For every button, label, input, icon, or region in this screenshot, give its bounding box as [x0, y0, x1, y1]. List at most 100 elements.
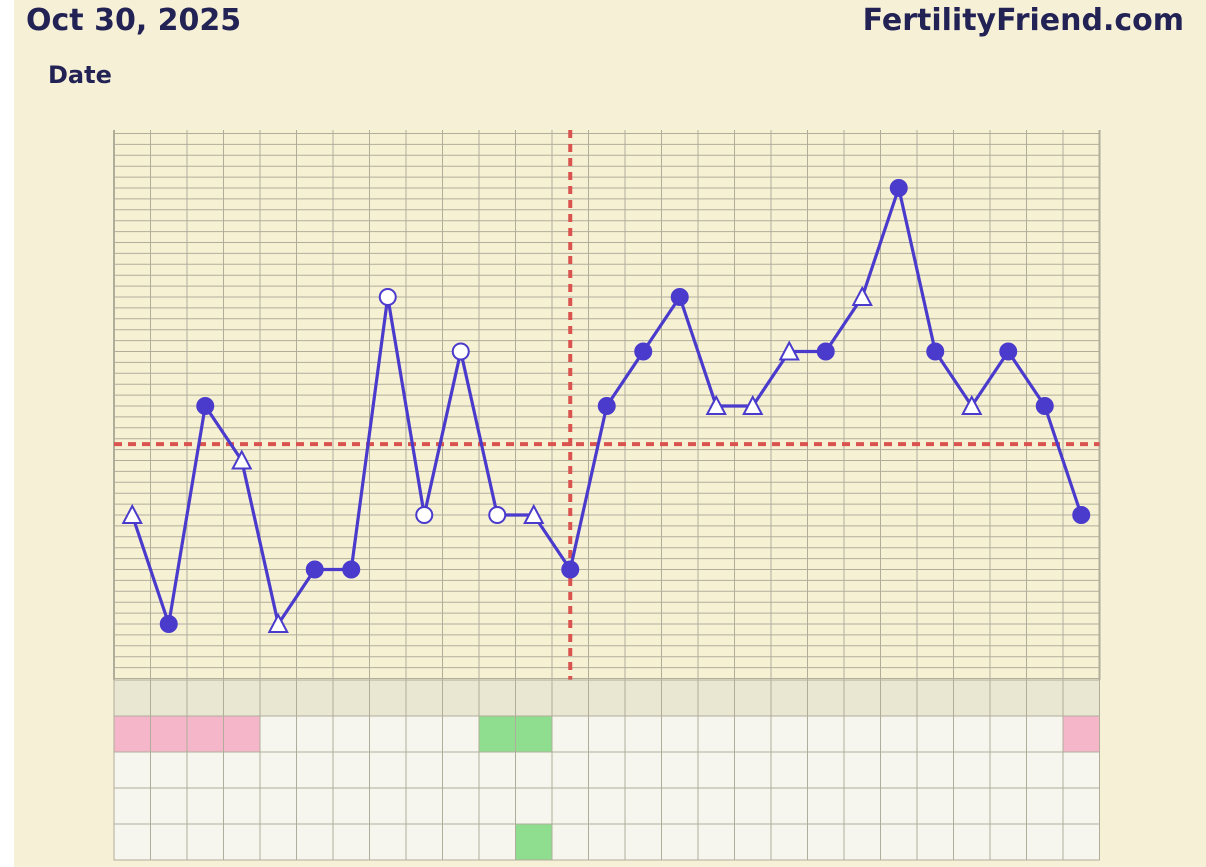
table-cell — [478, 751, 516, 789]
table-cell — [807, 787, 845, 825]
left-margin-strip — [0, 0, 14, 867]
table-cell — [661, 823, 699, 861]
table-cell — [515, 751, 553, 789]
table-cell — [734, 823, 772, 861]
table-cell — [405, 823, 443, 861]
data-point — [597, 397, 616, 415]
table-cell — [551, 823, 589, 861]
data-point — [670, 288, 689, 306]
table-cell — [515, 715, 553, 753]
table-cell — [332, 823, 370, 861]
table-cell — [953, 787, 991, 825]
data-point-triangle — [851, 285, 873, 306]
chart-date: Oct 30, 2025 — [26, 3, 241, 38]
table-cell — [843, 787, 881, 825]
data-point-open — [488, 506, 507, 524]
day-row-bg — [113, 679, 1100, 717]
table-cell — [588, 787, 626, 825]
table-cell — [259, 787, 297, 825]
table-cell — [551, 751, 589, 789]
table-cell — [697, 751, 735, 789]
table-cell — [369, 787, 407, 825]
table-cell — [369, 823, 407, 861]
table-cell — [186, 715, 224, 753]
table-cell — [624, 823, 662, 861]
data-point — [999, 342, 1018, 361]
table-cell — [186, 823, 224, 861]
table-cell — [150, 751, 188, 789]
table-cell — [1026, 751, 1064, 789]
table-cell — [916, 751, 954, 789]
table-cell — [770, 715, 808, 753]
table-cell — [843, 751, 881, 789]
table-cell — [880, 823, 918, 861]
data-point — [342, 560, 361, 579]
table-cell — [259, 751, 297, 789]
table-cell — [296, 751, 334, 789]
table-cell — [624, 751, 662, 789]
data-point-triangle — [523, 503, 545, 524]
table-cell — [551, 787, 589, 825]
table-cell — [989, 751, 1027, 789]
table-cell — [916, 823, 954, 861]
table-cell — [697, 715, 735, 753]
table-cell — [296, 715, 334, 753]
table-cell — [989, 823, 1027, 861]
table-cell — [369, 751, 407, 789]
table-cell — [880, 715, 918, 753]
data-point-open — [415, 506, 434, 524]
table-cell — [1062, 823, 1100, 861]
table-cell — [405, 715, 443, 753]
table-cell — [478, 787, 516, 825]
table-cell — [478, 823, 516, 861]
data-point — [196, 397, 215, 415]
table-cell — [186, 751, 224, 789]
table-cell — [150, 715, 188, 753]
site-name: FertilityFriend.com — [863, 3, 1184, 38]
table-cell — [770, 823, 808, 861]
data-point-triangle — [778, 340, 800, 361]
table-cell — [843, 823, 881, 861]
data-point — [634, 342, 653, 361]
data-point-triangle — [705, 394, 727, 415]
table-cell — [551, 715, 589, 753]
data-point — [561, 560, 580, 579]
table-cell — [770, 787, 808, 825]
table-cell — [369, 715, 407, 753]
table-cell — [989, 787, 1027, 825]
table-cell — [442, 787, 480, 825]
table-cell — [223, 715, 261, 753]
table-cell — [734, 751, 772, 789]
data-point-triangle — [961, 394, 983, 415]
table-cell — [807, 823, 845, 861]
table-cell — [697, 787, 735, 825]
table-cell — [332, 715, 370, 753]
table-cell — [588, 823, 626, 861]
table-cell — [770, 751, 808, 789]
table-cell — [442, 823, 480, 861]
table-cell — [1026, 823, 1064, 861]
table-cell — [1026, 715, 1064, 753]
table-cell — [916, 787, 954, 825]
table-cell — [332, 787, 370, 825]
table-cell — [113, 787, 151, 825]
table-cell — [113, 823, 151, 861]
table-cell — [332, 751, 370, 789]
table-cell — [1062, 715, 1100, 753]
table-cell — [1062, 787, 1100, 825]
table-cell — [515, 787, 553, 825]
table-cell — [259, 823, 297, 861]
table-cell — [150, 823, 188, 861]
table-cell — [697, 823, 735, 861]
table-cell — [588, 715, 626, 753]
table-cell — [223, 787, 261, 825]
table-cell — [661, 787, 699, 825]
table-cell — [916, 715, 954, 753]
table-cell — [953, 751, 991, 789]
data-point-triangle — [121, 503, 143, 524]
table-cell — [296, 823, 334, 861]
table-cell — [880, 787, 918, 825]
table-cell — [624, 715, 662, 753]
